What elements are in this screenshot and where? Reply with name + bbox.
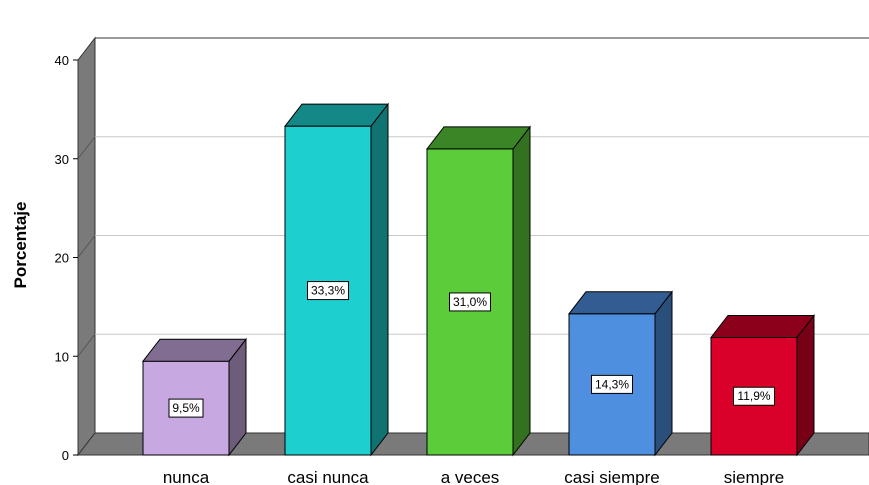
bar: 11,9% (709, 314, 816, 457)
gridline-side (77, 136, 96, 160)
data-label: 31,0% (453, 295, 487, 309)
x-axis-labels: nunca casi nunca a veces casi siempre siempr… (163, 468, 784, 485)
y-tick-label: 20 (55, 251, 69, 266)
bar: 14,3% (567, 290, 674, 457)
bar: 31,0% (425, 125, 532, 457)
bar-top (283, 103, 390, 127)
bar-side (512, 125, 531, 457)
data-label-box (733, 386, 775, 406)
bar-side (654, 290, 673, 457)
data-label-box (168, 398, 204, 418)
y-tick-label: 40 (55, 53, 69, 68)
bar-top (567, 291, 674, 315)
data-label: 9,5% (172, 401, 200, 415)
data-label: 14,3% (595, 377, 629, 391)
x-tick-label: nunca (163, 468, 210, 485)
gridline-side (77, 333, 96, 357)
y-tick-label: 10 (55, 349, 69, 364)
bar-top (141, 338, 248, 362)
bar: 9,5% (141, 337, 248, 457)
x-tick-label: a veces (441, 468, 500, 485)
bar-top (709, 314, 816, 338)
data-label-box (449, 292, 491, 312)
data-label: 11,9% (737, 389, 770, 403)
data-label-box (591, 374, 633, 394)
x-tick-label: siempre (724, 468, 784, 485)
bar-side (370, 102, 389, 457)
bars: 9,5% 33,3% 31,0% 14,3% 11,9% (141, 102, 816, 457)
y-axis-ticks: 0 10 20 30 40 (55, 53, 78, 463)
y-axis-title: Porcentaje (11, 202, 30, 289)
y-tick-label: 0 (62, 448, 69, 463)
data-label: 33,3% (311, 284, 345, 298)
x-tick-label: casi nunca (287, 468, 369, 485)
bar-top (425, 126, 532, 150)
bar: 33,3% (283, 102, 390, 457)
bar-side (796, 314, 815, 457)
gridline-side (77, 235, 96, 258)
data-label-box (307, 281, 349, 301)
x-tick-label: casi siempre (564, 468, 659, 485)
y-tick-label: 30 (55, 152, 69, 167)
